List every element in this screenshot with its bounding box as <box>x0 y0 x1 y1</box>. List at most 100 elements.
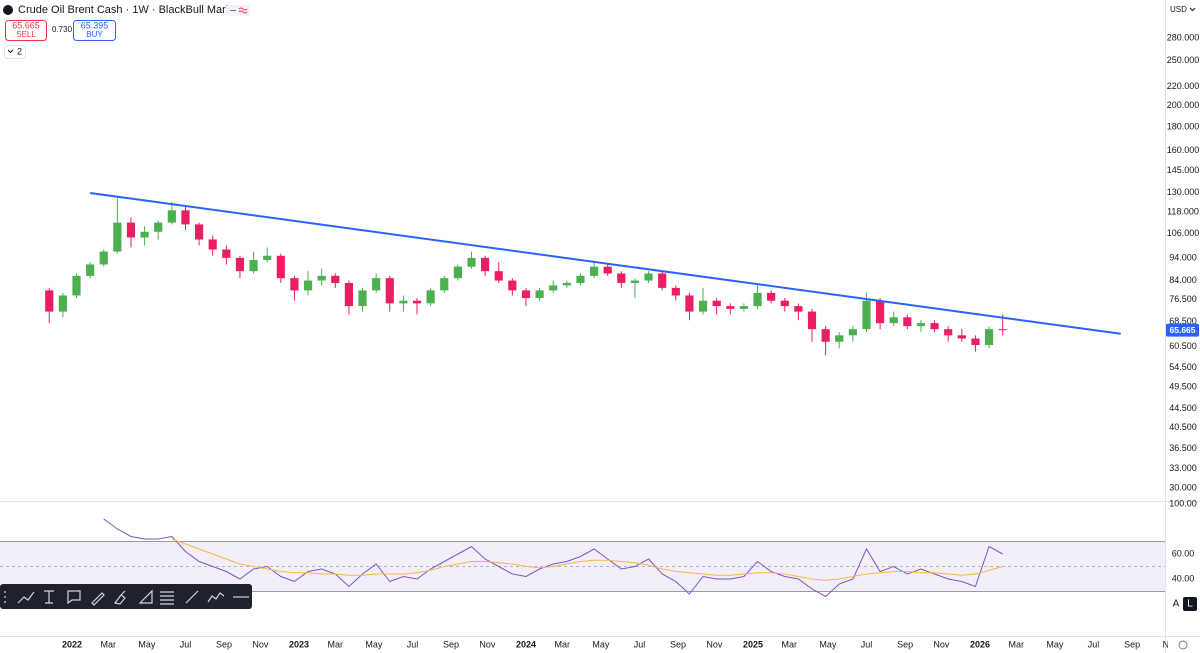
auto-scale-button[interactable]: A <box>1173 599 1180 610</box>
candle-body <box>862 300 871 330</box>
y-tick-label: 36.500 <box>1169 443 1197 453</box>
toolbar-bg <box>0 584 252 609</box>
x-tick-label: 2024 <box>516 639 536 649</box>
candle-body <box>385 278 394 304</box>
tool-fib[interactable] <box>160 591 174 605</box>
indicators-toggle[interactable] <box>4 45 26 59</box>
candle-body <box>358 290 367 307</box>
series-line <box>171 538 1003 581</box>
buy-button[interactable] <box>73 20 116 41</box>
candle-body <box>876 300 885 324</box>
y-tick-label: 30.000 <box>1169 482 1197 492</box>
candle-body <box>263 255 272 261</box>
sell-label: SELL <box>16 30 36 39</box>
x-tick-label: May <box>1046 639 1064 649</box>
candle-body <box>412 300 422 304</box>
tool-line[interactable] <box>185 590 199 604</box>
x-tick-label: May <box>819 639 837 649</box>
y-tick-label: 60.00 <box>1172 548 1195 558</box>
candle-body <box>767 292 776 301</box>
x-tick-label: Jul <box>180 639 192 649</box>
x-tick-label: Mar <box>555 639 571 649</box>
candle-body <box>249 260 258 272</box>
tool-brush[interactable] <box>91 592 105 606</box>
candle-body <box>835 335 844 342</box>
tool-trend[interactable] <box>17 591 35 604</box>
tool-text[interactable] <box>44 590 54 604</box>
x-tick-label: Sep <box>897 639 913 649</box>
currency[interactable]: USD <box>1170 5 1187 14</box>
y-tick-label: 220.000 <box>1167 81 1200 91</box>
settings-icon[interactable] <box>1178 640 1188 650</box>
candle-body <box>903 317 912 327</box>
series-line <box>103 518 1003 598</box>
candle-body <box>113 222 122 252</box>
tool-path[interactable] <box>207 592 225 603</box>
y-tick-label: 84.000 <box>1169 275 1197 285</box>
y-tick-label: 76.500 <box>1169 294 1197 304</box>
candle-body <box>549 285 558 291</box>
candle-body <box>317 275 326 281</box>
sell-price: 65.665 <box>12 20 40 30</box>
y-tick-label: 68.500 <box>1169 316 1197 326</box>
candle-body <box>481 257 490 272</box>
candle-body <box>399 300 408 304</box>
candle-body <box>984 329 994 346</box>
y-tick-label: 200.000 <box>1167 100 1200 110</box>
candle-body <box>535 290 544 299</box>
x-tick-label: May <box>138 639 156 649</box>
candle-body <box>99 251 108 265</box>
x-tick-label: 2025 <box>743 639 763 649</box>
candle-body <box>276 255 285 279</box>
log-scale-button[interactable]: L <box>1187 599 1193 610</box>
tool-highlighter[interactable] <box>113 590 126 605</box>
symbol-title[interactable]: Crude Oil Brent Cash · 1W · BlackBull Ma… <box>18 4 247 16</box>
candle-body <box>303 280 313 291</box>
x-tick-label: Nov <box>706 639 723 649</box>
chevron-icon <box>7 49 14 54</box>
sell-button[interactable] <box>5 20 47 41</box>
candle-body <box>603 266 612 274</box>
time-axis: 2022 Mar May Jul Sep Nov 2023 Mar May Jul Sep Nov 20… <box>62 639 1175 649</box>
candle-body <box>154 222 163 232</box>
candle-body <box>372 278 381 291</box>
x-tick-label: Jul <box>1088 639 1100 649</box>
candle-body <box>167 210 176 223</box>
candle-body <box>126 222 136 238</box>
last-price-badge <box>1166 323 1199 337</box>
candle-body <box>589 266 599 276</box>
y-tick-label: 250.000 <box>1167 55 1200 65</box>
x-tick-label: Sep <box>443 639 459 649</box>
drawing-toolbar <box>0 584 252 609</box>
y-tick-label: 280.000 <box>1167 32 1200 42</box>
x-tick-label: Jul <box>861 639 873 649</box>
candle-body <box>821 329 830 342</box>
x-tick-label: No <box>1163 639 1175 649</box>
candle-body <box>794 306 803 312</box>
x-tick-label: Sep <box>670 639 686 649</box>
candle-body <box>440 278 449 291</box>
candle-body <box>72 275 81 296</box>
spread: 0.730 <box>52 25 73 34</box>
tool-shape[interactable] <box>138 589 153 604</box>
candle-body <box>494 271 503 281</box>
candle-body <box>617 273 626 283</box>
x-tick-label: Nov <box>933 639 950 649</box>
candle-body <box>344 282 353 307</box>
x-tick-label: Sep <box>216 639 232 649</box>
x-tick-label: 2023 <box>289 639 309 649</box>
candle-body <box>630 280 640 283</box>
candle-body <box>562 282 571 286</box>
candle-body <box>685 295 694 312</box>
candle-body <box>222 249 231 258</box>
candle-body <box>86 264 95 276</box>
last-price-label: 65.665 <box>1170 325 1196 335</box>
y-tick-label: 54.500 <box>1169 362 1197 372</box>
chevron-icon <box>1189 7 1196 12</box>
candle-body <box>712 300 721 307</box>
candle-body <box>671 287 680 296</box>
candle-body <box>848 329 857 336</box>
candle-body <box>290 278 299 291</box>
tool-note[interactable] <box>67 590 81 605</box>
